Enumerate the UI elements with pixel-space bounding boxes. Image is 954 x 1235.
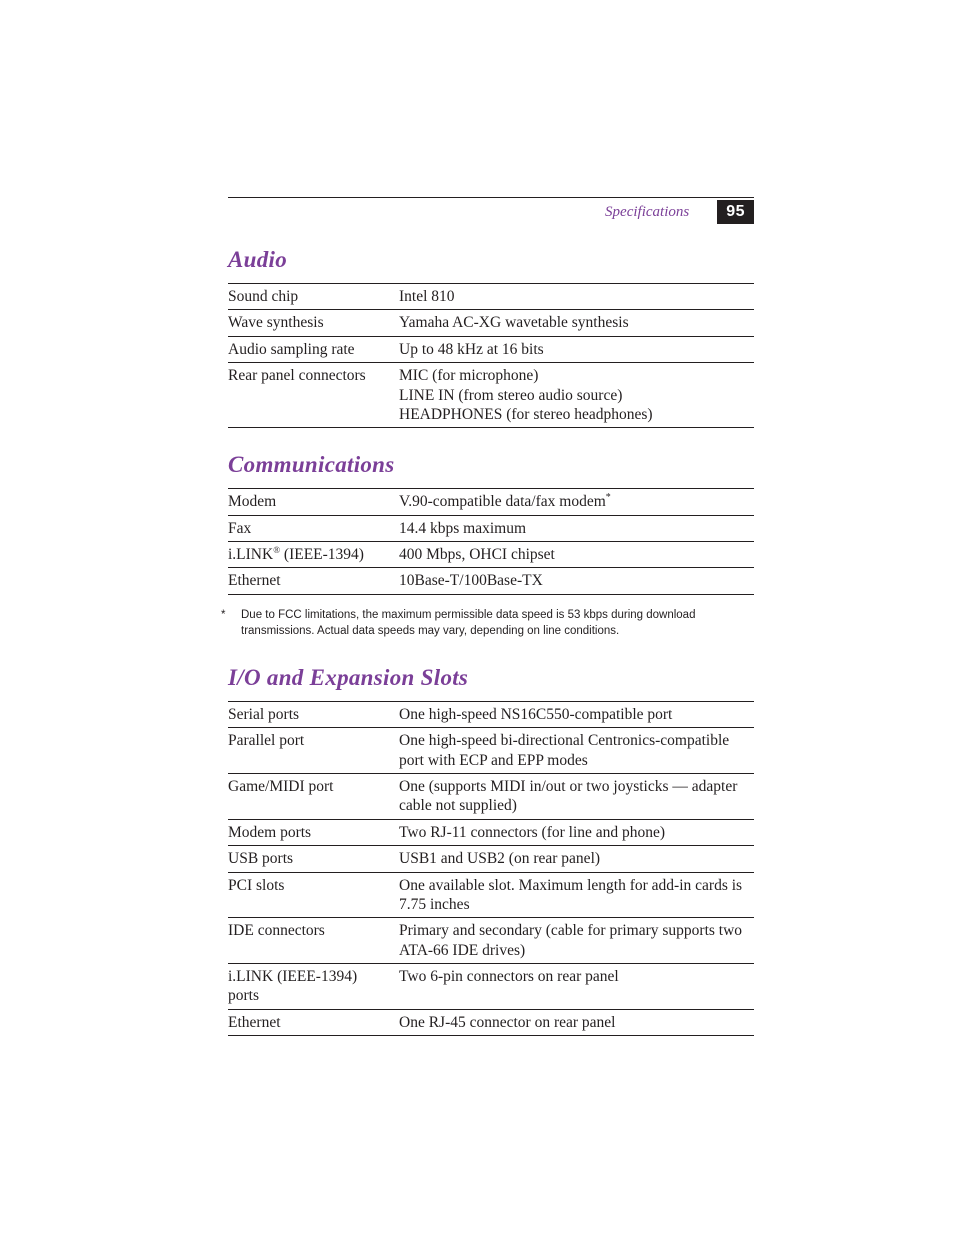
spec-value: Intel 810 <box>399 284 754 310</box>
spec-value: Yamaha AC-XG wavetable synthesis <box>399 310 754 336</box>
table-row: Wave synthesisYamaha AC-XG wavetable syn… <box>228 310 754 336</box>
spec-value: One high-speed NS16C550-compatible port <box>399 701 754 727</box>
spec-value: V.90-compatible data/fax modem* <box>399 489 754 515</box>
table-row: Parallel portOne high-speed bi-direction… <box>228 728 754 774</box>
table-row: Fax14.4 kbps maximum <box>228 515 754 541</box>
spec-value: MIC (for microphone)LINE IN (from stereo… <box>399 363 754 428</box>
footnote-text: Due to FCC limitations, the maximum perm… <box>241 609 695 637</box>
spec-table-io: Serial portsOne high-speed NS16C550-comp… <box>228 701 754 1036</box>
table-row: IDE connectorsPrimary and secondary (cab… <box>228 918 754 964</box>
spec-label: Wave synthesis <box>228 310 399 336</box>
spec-value: Two RJ-11 connectors (for line and phone… <box>399 819 754 845</box>
spec-value: One (supports MIDI in/out or two joystic… <box>399 774 754 820</box>
spec-tbody-communications: ModemV.90-compatible data/fax modem*Fax1… <box>228 489 754 595</box>
spec-value: Primary and secondary (cable for primary… <box>399 918 754 964</box>
table-row: Sound chipIntel 810 <box>228 284 754 310</box>
table-row: Modem portsTwo RJ-11 connectors (for lin… <box>228 819 754 845</box>
spec-table-audio: Sound chipIntel 810Wave synthesisYamaha … <box>228 283 754 428</box>
spec-value: One available slot. Maximum length for a… <box>399 872 754 918</box>
spec-value: USB1 and USB2 (on rear panel) <box>399 846 754 872</box>
table-row: USB portsUSB1 and USB2 (on rear panel) <box>228 846 754 872</box>
spec-tbody-io: Serial portsOne high-speed NS16C550-comp… <box>228 701 754 1035</box>
spec-label: Fax <box>228 515 399 541</box>
table-row: Rear panel connectorsMIC (for microphone… <box>228 363 754 428</box>
section-heading-communications: Communications <box>228 452 754 478</box>
communications-footnote: *Due to FCC limitations, the maximum per… <box>228 607 754 639</box>
spec-label: USB ports <box>228 846 399 872</box>
spec-value: 400 Mbps, OHCI chipset <box>399 542 754 568</box>
page-header: Specifications 95 <box>228 197 754 224</box>
table-row: Game/MIDI portOne (supports MIDI in/out … <box>228 774 754 820</box>
table-row: ModemV.90-compatible data/fax modem* <box>228 489 754 515</box>
table-row: EthernetOne RJ-45 connector on rear pane… <box>228 1009 754 1035</box>
spec-value: One RJ-45 connector on rear panel <box>399 1009 754 1035</box>
spec-label: i.LINK (IEEE-1394) ports <box>228 964 399 1010</box>
page-container: Specifications 95 Audio Sound chipIntel … <box>0 0 954 1036</box>
spec-label: i.LINK® (IEEE-1394) <box>228 542 399 568</box>
spec-table-communications: ModemV.90-compatible data/fax modem*Fax1… <box>228 488 754 595</box>
spec-label: Modem ports <box>228 819 399 845</box>
spec-label: Audio sampling rate <box>228 336 399 362</box>
table-row: i.LINK (IEEE-1394) portsTwo 6-pin connec… <box>228 964 754 1010</box>
spec-value: Up to 48 kHz at 16 bits <box>399 336 754 362</box>
spec-label: Ethernet <box>228 568 399 594</box>
spec-tbody-audio: Sound chipIntel 810Wave synthesisYamaha … <box>228 284 754 428</box>
table-row: Audio sampling rateUp to 48 kHz at 16 bi… <box>228 336 754 362</box>
page-content: Audio Sound chipIntel 810Wave synthesisY… <box>228 195 754 1036</box>
spec-label: Serial ports <box>228 701 399 727</box>
spec-label: PCI slots <box>228 872 399 918</box>
spec-label: Game/MIDI port <box>228 774 399 820</box>
table-row: Ethernet10Base-T/100Base-TX <box>228 568 754 594</box>
spec-value: One high-speed bi-directional Centronics… <box>399 728 754 774</box>
spec-label: Ethernet <box>228 1009 399 1035</box>
page-number: 95 <box>717 200 754 224</box>
spec-label: Modem <box>228 489 399 515</box>
header-section-label: Specifications <box>605 204 689 221</box>
table-row: i.LINK® (IEEE-1394)400 Mbps, OHCI chipse… <box>228 542 754 568</box>
table-row: PCI slotsOne available slot. Maximum len… <box>228 872 754 918</box>
spec-value: 14.4 kbps maximum <box>399 515 754 541</box>
section-heading-io: I/O and Expansion Slots <box>228 665 754 691</box>
spec-label: IDE connectors <box>228 918 399 964</box>
table-row: Serial portsOne high-speed NS16C550-comp… <box>228 701 754 727</box>
spec-label: Rear panel connectors <box>228 363 399 428</box>
spec-label: Parallel port <box>228 728 399 774</box>
section-heading-audio: Audio <box>228 247 754 273</box>
spec-value: 10Base-T/100Base-TX <box>399 568 754 594</box>
spec-value: Two 6-pin connectors on rear panel <box>399 964 754 1010</box>
spec-label: Sound chip <box>228 284 399 310</box>
